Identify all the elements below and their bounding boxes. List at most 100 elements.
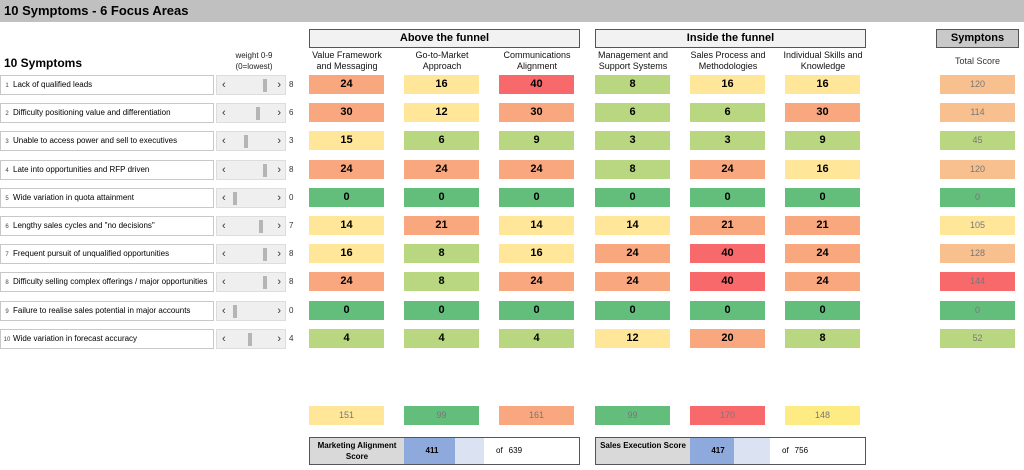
symptom-label: 7 Frequent pursuit of unqualified opportu… — [0, 244, 214, 264]
symptom-label: 8 Difficulty selling complex offerings / … — [0, 272, 214, 292]
weight-value: 4 — [289, 334, 294, 343]
weight-slider[interactable]: ‹ › — [216, 103, 286, 123]
chevron-left-icon[interactable]: ‹ — [222, 107, 226, 119]
symptom-number: 3 — [5, 139, 9, 145]
total-score-cell: 128 — [940, 244, 1015, 263]
chevron-right-icon[interactable]: › — [277, 135, 281, 147]
weight-value: 3 — [289, 136, 294, 145]
column-header: Individual Skills and Knowledge — [783, 50, 863, 71]
chevron-right-icon[interactable]: › — [277, 107, 281, 119]
total-score-cell: 105 — [940, 216, 1015, 235]
score-cell: 0 — [309, 301, 384, 320]
weight-slider[interactable]: ‹ › — [216, 188, 286, 208]
sales-score-max: 756 — [794, 446, 809, 455]
score-cell: 0 — [785, 301, 860, 320]
weight-slider[interactable]: ‹ › — [216, 244, 286, 264]
slider-thumb[interactable] — [263, 276, 268, 289]
score-cell: 24 — [595, 272, 670, 291]
marketing-score-of: of 639 — [490, 438, 522, 464]
chevron-left-icon[interactable]: ‹ — [222, 333, 226, 345]
chevron-left-icon[interactable]: ‹ — [222, 276, 226, 288]
symptom-number: 5 — [5, 196, 9, 202]
chevron-right-icon[interactable]: › — [277, 164, 281, 176]
symptom-number: 4 — [5, 168, 9, 174]
score-cell: 30 — [309, 103, 384, 122]
symptom-text: Difficulty positioning value and differe… — [13, 108, 171, 117]
score-cell: 3 — [690, 131, 765, 150]
chevron-right-icon[interactable]: › — [277, 305, 281, 317]
score-cell: 16 — [690, 75, 765, 94]
symptom-number: 8 — [5, 280, 9, 286]
chevron-left-icon[interactable]: ‹ — [222, 192, 226, 204]
marketing-score-max: 639 — [508, 446, 523, 455]
chevron-left-icon[interactable]: ‹ — [222, 220, 226, 232]
slider-thumb[interactable] — [233, 192, 237, 205]
total-score-cell: 45 — [940, 131, 1015, 150]
slider-thumb[interactable] — [263, 164, 268, 177]
score-cell: 0 — [499, 301, 574, 320]
chevron-left-icon[interactable]: ‹ — [222, 164, 226, 176]
chevron-left-icon[interactable]: ‹ — [222, 135, 226, 147]
score-cell: 0 — [404, 188, 479, 207]
chevron-left-icon[interactable]: ‹ — [222, 79, 226, 91]
chevron-right-icon[interactable]: › — [277, 220, 281, 232]
score-cell: 0 — [404, 301, 479, 320]
symptom-text: Lengthy sales cycles and "no decisions" — [13, 221, 155, 230]
score-cell: 21 — [785, 216, 860, 235]
group-header-inside-funnel: Inside the funnel — [595, 29, 866, 48]
weight-value: 8 — [289, 165, 294, 174]
score-cell: 4 — [309, 329, 384, 348]
weight-slider[interactable]: ‹ › — [216, 272, 286, 292]
slider-thumb[interactable] — [263, 248, 268, 261]
chevron-right-icon[interactable]: › — [277, 333, 281, 345]
score-cell: 3 — [595, 131, 670, 150]
column-header: Value Framework and Messaging — [312, 50, 382, 71]
score-cell: 6 — [404, 131, 479, 150]
weight-slider[interactable]: ‹ › — [216, 301, 286, 321]
group-header-symptons: Symptons — [936, 29, 1019, 48]
symptom-label: 10 Wide variation in forecast accuracy — [0, 329, 214, 349]
score-cell: 24 — [309, 160, 384, 179]
score-cell: 16 — [309, 244, 384, 263]
weight-slider[interactable]: ‹ › — [216, 131, 286, 151]
symptom-label: 9 Failure to realise sales potential in m… — [0, 301, 214, 321]
chevron-right-icon[interactable]: › — [277, 79, 281, 91]
score-cell: 8 — [785, 329, 860, 348]
symptom-number: 9 — [5, 309, 9, 315]
weight-value: 0 — [289, 306, 294, 315]
symptom-number: 7 — [5, 252, 9, 258]
slider-thumb[interactable] — [248, 333, 253, 346]
column-total-cell: 161 — [499, 406, 574, 425]
weight-slider[interactable]: ‹ › — [216, 160, 286, 180]
chevron-right-icon[interactable]: › — [277, 248, 281, 260]
group-header-above-funnel: Above the funnel — [309, 29, 580, 48]
weight-slider[interactable]: ‹ › — [216, 329, 286, 349]
symptom-label: 6 Lengthy sales cycles and "no decisions" — [0, 216, 214, 236]
score-cell: 8 — [404, 272, 479, 291]
weight-slider[interactable]: ‹ › — [216, 216, 286, 236]
slider-thumb[interactable] — [233, 305, 237, 318]
total-score-cell: 114 — [940, 103, 1015, 122]
sales-score-bar: 417 — [690, 438, 770, 464]
symptom-label: 1 Lack of qualified leads — [0, 75, 214, 95]
slider-thumb[interactable] — [244, 135, 249, 148]
slider-thumb[interactable] — [263, 79, 268, 92]
score-cell: 0 — [595, 188, 670, 207]
column-total-cell: 99 — [404, 406, 479, 425]
symptom-text: Lack of qualified leads — [13, 80, 93, 89]
score-cell: 9 — [499, 131, 574, 150]
score-cell: 24 — [690, 160, 765, 179]
score-cell: 16 — [404, 75, 479, 94]
slider-thumb[interactable] — [259, 220, 264, 233]
weight-slider[interactable]: ‹ › — [216, 75, 286, 95]
score-cell: 0 — [595, 301, 670, 320]
weight-value: 8 — [289, 277, 294, 286]
chevron-right-icon[interactable]: › — [277, 192, 281, 204]
slider-thumb[interactable] — [255, 107, 260, 120]
chevron-left-icon[interactable]: ‹ — [222, 248, 226, 260]
sales-score-of: of 756 — [776, 438, 808, 464]
chevron-left-icon[interactable]: ‹ — [222, 305, 226, 317]
score-cell: 12 — [404, 103, 479, 122]
chevron-right-icon[interactable]: › — [277, 276, 281, 288]
marketing-score-of-label: of — [496, 446, 503, 455]
